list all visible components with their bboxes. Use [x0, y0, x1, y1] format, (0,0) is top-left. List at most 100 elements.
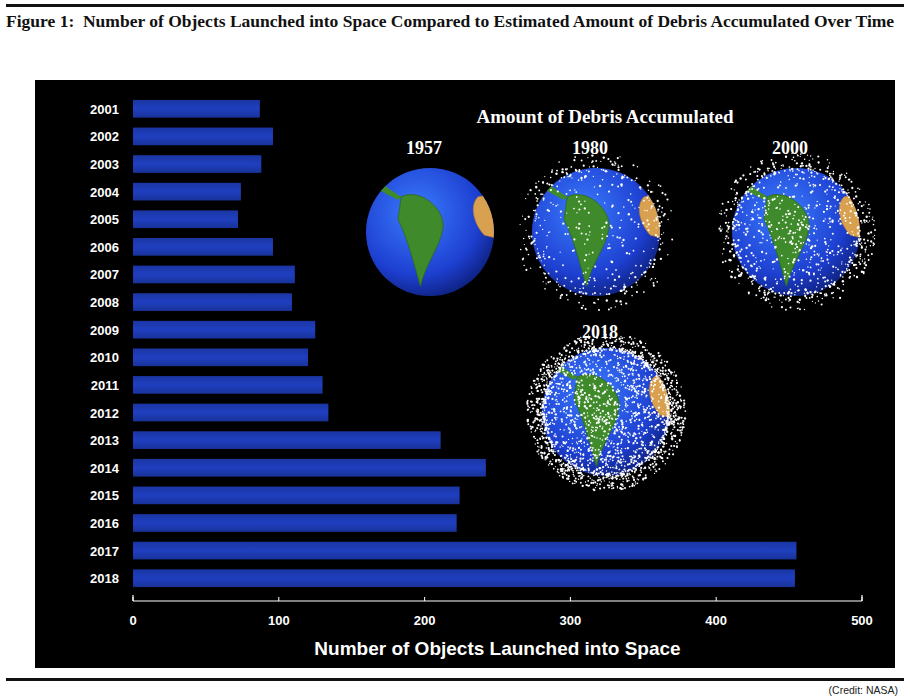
debris-dot [750, 264, 752, 266]
debris-dot [662, 370, 664, 372]
bar [133, 155, 261, 173]
debris-dot [739, 250, 741, 252]
debris-dot [847, 195, 848, 196]
debris-dot [544, 402, 546, 404]
debris-dot [809, 164, 811, 166]
debris-dot [555, 360, 557, 362]
debris-dot [550, 189, 552, 191]
debris-dot [810, 267, 812, 269]
debris-dot [830, 239, 832, 241]
debris-dot [809, 160, 810, 161]
debris-dot [806, 251, 807, 252]
debris-dot [793, 196, 795, 198]
debris-dot [626, 291, 628, 293]
debris-dot [813, 227, 815, 229]
debris-dot [727, 225, 729, 227]
debris-dot [548, 273, 550, 275]
debris-dot [547, 430, 548, 431]
debris-dot [625, 290, 627, 292]
debris-dot [587, 268, 588, 269]
debris-dot [829, 178, 830, 179]
debris-dot [798, 219, 800, 221]
debris-dot [761, 242, 762, 243]
debris-dot [826, 208, 828, 210]
globe-land [542, 354, 673, 466]
debris-dot [637, 284, 638, 285]
debris-dot [641, 274, 643, 276]
debris-dot [531, 391, 533, 393]
debris-dot [837, 268, 839, 270]
debris-dot [853, 234, 855, 236]
debris-dot [750, 219, 751, 220]
debris-dot [760, 231, 762, 233]
debris-dot [859, 201, 861, 203]
bar [133, 431, 441, 449]
debris-dot [827, 167, 829, 169]
debris-dot [610, 287, 612, 289]
debris-dot [626, 474, 628, 476]
debris-dot [564, 176, 565, 177]
debris-dot [798, 250, 800, 252]
debris-dot [807, 292, 809, 294]
debris-dot [856, 254, 858, 256]
debris-dot [829, 162, 830, 163]
debris-dot [733, 254, 735, 256]
debris-dot [643, 291, 645, 293]
debris-dot [542, 381, 543, 382]
debris-dot [536, 204, 538, 206]
debris-dot [849, 276, 851, 278]
debris-dot [654, 461, 656, 463]
debris-dot [527, 194, 528, 195]
debris-dot [759, 169, 761, 171]
debris-dot [805, 289, 807, 291]
debris-dot [837, 199, 839, 201]
debris-dot [616, 367, 618, 369]
debris-dot [572, 374, 574, 376]
bars [133, 100, 796, 587]
debris-dot [658, 443, 659, 444]
debris-dot [542, 181, 544, 183]
debris-dot [651, 434, 652, 435]
debris-dot [646, 197, 648, 199]
debris-dot [834, 197, 836, 199]
continent [649, 374, 673, 419]
debris-dot [578, 223, 580, 225]
bar [133, 183, 241, 201]
debris-dot [640, 403, 642, 405]
debris-dot [629, 351, 631, 353]
debris-dot [661, 192, 663, 194]
debris-dot [634, 440, 636, 442]
debris-dot [542, 438, 544, 440]
debris-dot [632, 204, 633, 205]
debris-dot [749, 174, 750, 175]
debris-dot [747, 260, 749, 262]
debris-dot [849, 202, 851, 204]
debris-dot [783, 292, 785, 294]
debris-dot [646, 219, 648, 221]
debris-dot [570, 166, 572, 168]
debris-dot [723, 248, 725, 250]
debris-dot [736, 252, 738, 254]
debris-dot [808, 216, 810, 218]
debris-dot [615, 300, 617, 302]
debris-dot [603, 226, 605, 228]
debris-dot [585, 175, 587, 177]
debris-dot [734, 189, 735, 190]
debris-dot [758, 217, 760, 219]
debris-dot [741, 222, 743, 224]
debris-dot [737, 239, 739, 241]
debris-dot [869, 220, 870, 221]
debris-dot [743, 201, 745, 203]
debris-dot [589, 363, 590, 364]
debris-dot [812, 158, 813, 159]
debris-dot [720, 230, 722, 232]
debris-dot [807, 213, 808, 214]
debris-dot [768, 291, 769, 292]
debris-dot [655, 234, 657, 236]
debris-dot [802, 215, 803, 216]
debris-dot [572, 443, 573, 444]
debris-dot [759, 182, 761, 184]
debris-dot [580, 203, 582, 205]
debris-dot [631, 286, 633, 288]
debris-dot [765, 284, 767, 286]
